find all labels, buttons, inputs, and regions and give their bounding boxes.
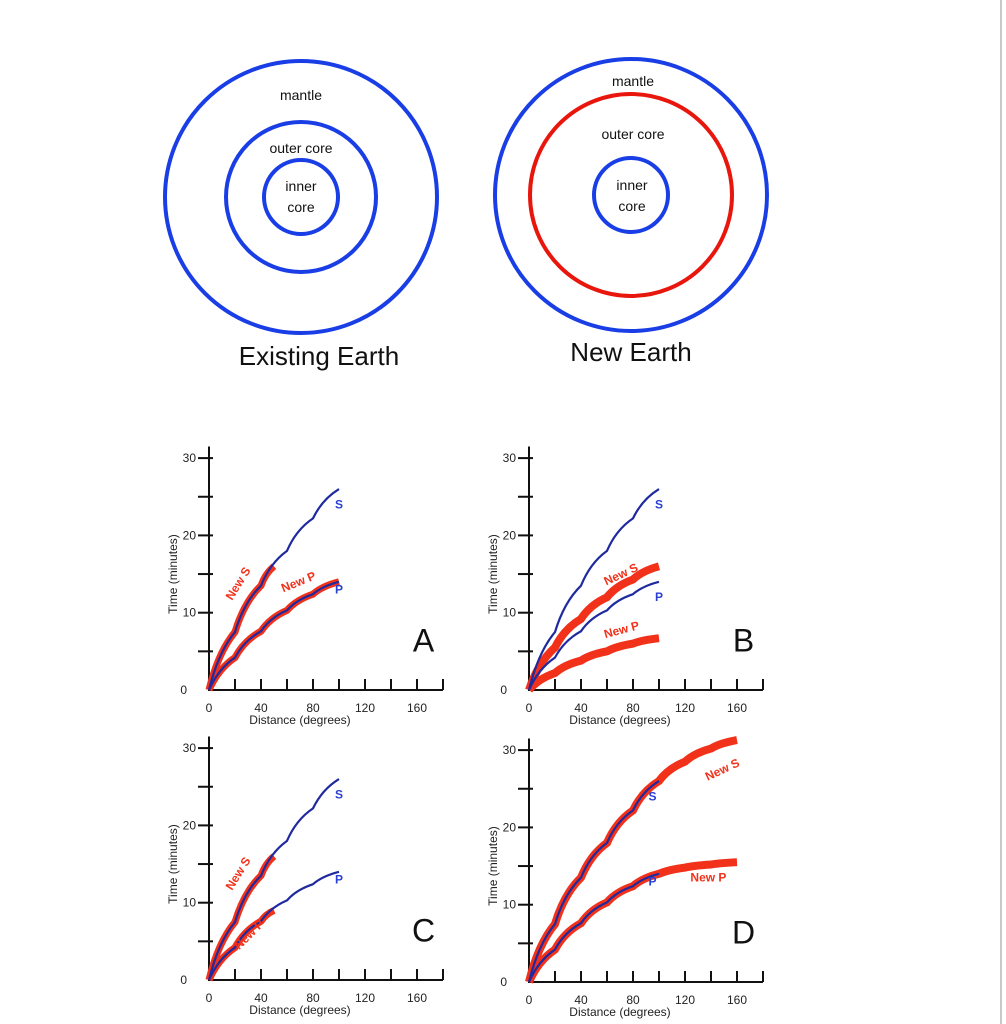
new-earth-rings — [493, 57, 769, 333]
outer-core-boundary-ring-enlarged — [528, 92, 734, 298]
existing-earth-rings — [163, 59, 439, 335]
y-tick-label: 10 — [503, 898, 517, 912]
x-tick-label: 80 — [626, 993, 640, 1007]
curve-label-s: S — [335, 787, 343, 801]
curve-label-s: S — [655, 497, 663, 511]
curve-s — [527, 780, 660, 983]
curve-label-p: P — [335, 872, 343, 886]
outer-core-label: outer core — [601, 126, 665, 142]
x-tick-label: 80 — [626, 701, 640, 715]
x-tick-label: 0 — [526, 993, 533, 1007]
chart-panel-b: 0 10 20 30 0 40 80 120 160 Distance (degrees) Time… — [486, 446, 764, 727]
curve-s — [527, 488, 660, 691]
y-tick-label: 0 — [500, 975, 507, 989]
chart-panel-a: 0 10 20 30 0 40 80 120 160 Distance (degrees) Time… — [166, 446, 444, 727]
curve-p — [527, 872, 660, 983]
y-tick-label: 30 — [503, 451, 517, 465]
y-tick-label: 10 — [503, 606, 517, 620]
x-tick-label: 40 — [254, 701, 268, 715]
chart-panel-d: 0 10 20 30 0 40 80 120 160 Distance (degrees) Time… — [486, 736, 764, 1019]
y-axis-title: Time (minutes) — [486, 534, 500, 614]
curve-label-new-p: New P — [602, 618, 640, 641]
x-tick-label: 160 — [407, 701, 427, 715]
plot-area: 0 10 20 30 0 40 80 120 160 Distance (degrees) Time… — [166, 446, 444, 727]
curve-label-s: S — [648, 789, 656, 803]
curve-p — [207, 870, 340, 981]
x-tick-label: 0 — [526, 701, 533, 715]
x-tick-label: 120 — [675, 701, 695, 715]
x-tick-label: 80 — [306, 701, 320, 715]
inner-core-label-line1: inner — [285, 178, 317, 194]
x-axis-title: Distance (degrees) — [569, 1005, 670, 1019]
x-tick-label: 0 — [206, 991, 213, 1005]
panel-letter: B — [733, 622, 754, 658]
x-axis-title: Distance (degrees) — [569, 713, 670, 727]
x-tick-label: 120 — [355, 991, 375, 1005]
mantle-label: mantle — [279, 87, 323, 103]
y-tick-label: 10 — [183, 606, 197, 620]
y-axis-title: Time (minutes) — [166, 534, 180, 614]
curve-s — [207, 778, 340, 981]
x-tick-label: 120 — [675, 993, 695, 1007]
x-tick-label: 40 — [254, 991, 268, 1005]
outer-core-boundary-ring — [224, 120, 378, 274]
plot-area: 0 10 20 30 0 40 80 120 160 Distance (degrees) Time… — [486, 736, 764, 1019]
page-edge-divider — [1000, 0, 1002, 1024]
x-tick-label: 120 — [355, 701, 375, 715]
y-tick-label: 0 — [500, 683, 507, 697]
inner-core-boundary-ring — [262, 158, 340, 236]
mantle-boundary-ring — [493, 57, 769, 333]
curve-label-s: S — [335, 497, 343, 511]
inner-core-label-line2: core — [618, 198, 646, 214]
plot-area: 0 10 20 30 0 40 80 120 160 Distance (degrees) Time… — [166, 736, 444, 1017]
y-tick-label: 20 — [183, 818, 197, 832]
mantle-label: mantle — [611, 73, 655, 89]
x-tick-label: 160 — [407, 991, 427, 1005]
y-tick-label: 10 — [183, 896, 197, 910]
x-tick-label: 80 — [306, 991, 320, 1005]
curve-new-p — [525, 634, 660, 693]
curve-p — [527, 580, 660, 691]
x-axis-title: Distance (degrees) — [249, 1003, 350, 1017]
panel-letter: D — [732, 914, 755, 950]
y-tick-label: 20 — [503, 528, 517, 542]
y-tick-label: 0 — [180, 683, 187, 697]
inner-core-label-line2: core — [287, 199, 315, 215]
x-axis-title: Distance (degrees) — [249, 713, 350, 727]
x-tick-label: 160 — [727, 701, 747, 715]
y-tick-label: 30 — [183, 451, 197, 465]
mantle-boundary-ring — [163, 59, 439, 335]
x-tick-label: 0 — [206, 701, 213, 715]
outer-core-label: outer core — [269, 140, 333, 156]
x-tick-label: 160 — [727, 993, 747, 1007]
curve-label-p: P — [335, 582, 343, 596]
x-tick-label: 40 — [574, 993, 588, 1007]
inner-core-boundary-ring — [592, 156, 670, 234]
y-tick-label: 30 — [503, 743, 517, 757]
y-axis-title: Time (minutes) — [166, 824, 180, 904]
y-tick-label: 20 — [503, 820, 517, 834]
curve-label-p: P — [655, 590, 663, 604]
curve-label-p: P — [648, 874, 656, 888]
panel-letter: A — [413, 622, 435, 658]
panel-letter: C — [412, 912, 435, 948]
x-tick-label: 40 — [574, 701, 588, 715]
inner-core-label-line1: inner — [616, 177, 648, 193]
y-tick-label: 20 — [183, 528, 197, 542]
y-axis-title: Time (minutes) — [486, 826, 500, 906]
curve-new-s — [525, 562, 661, 692]
y-tick-label: 0 — [180, 973, 187, 987]
curve-label-new-p: New P — [690, 871, 726, 885]
existing-earth-title: Existing Earth — [238, 341, 400, 371]
new-earth-title: New Earth — [570, 337, 692, 367]
curve-label-new-s: New S — [703, 756, 742, 784]
curve-s — [207, 488, 340, 691]
chart-panel-c: 0 10 20 30 0 40 80 120 160 Distance (degrees) Time… — [166, 736, 444, 1017]
plot-area: 0 10 20 30 0 40 80 120 160 Distance (degrees) Time… — [486, 446, 764, 727]
curve-p — [207, 580, 340, 691]
y-tick-label: 30 — [183, 741, 197, 755]
